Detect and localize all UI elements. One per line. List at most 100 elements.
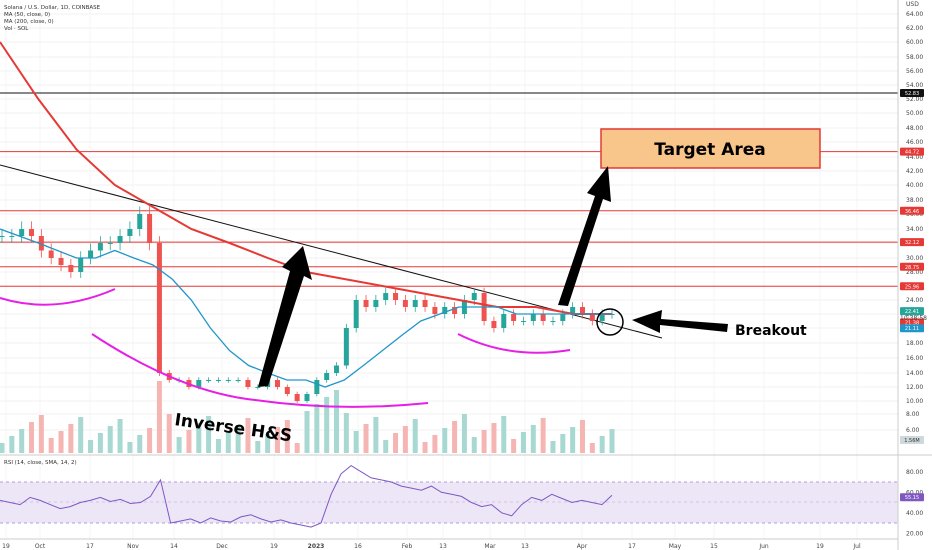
price-tick: 10.00 [906,398,923,405]
currency-label: USD [906,1,919,8]
volume-bar [314,404,320,453]
volume-bar [393,433,399,453]
volume-bar [0,443,5,453]
candle-body [383,293,389,300]
legend-ma50: MA (50, close, 0) [4,12,50,18]
price-tick: 14.00 [906,370,923,377]
legend-rsi: RSI (14, close, SMA, 14, 2) [4,460,77,466]
rsi-band [0,482,898,523]
price-badge-label: 21.38 [905,320,919,326]
volume-bar [550,441,556,453]
volume-bar [511,439,517,453]
candle-body [491,321,497,328]
candle-body [284,387,290,394]
rsi-tick: 40.00 [906,510,923,517]
volume-bar [304,411,310,453]
volume-bar [402,426,408,453]
time-tick: 19 [2,543,10,550]
volume-bar [501,416,507,453]
volume-bar [530,425,536,453]
price-tick: 60.00 [906,39,923,46]
candle-body [422,300,428,307]
price-tick: 18.00 [906,340,923,347]
time-tick: 2023 [308,543,325,550]
time-axis[interactable]: 19 Oct 17 Nov 14 Dec 19 2023 16 Feb 13 Mar 13 Apr 17 Ma… [2,543,861,550]
volume-bar [215,439,221,453]
legend-ma200: MA (200, close, 0) [4,19,54,25]
time-tick: Mar [484,543,496,550]
volume-bar [225,432,231,453]
breakout-label: Breakout [735,323,807,339]
volume-bar [412,419,418,453]
price-badge [900,238,924,247]
volume-bar [442,428,448,453]
volume-bar [29,422,35,453]
candle-body [235,380,241,381]
volume-bar [589,443,595,453]
head-curve [91,333,429,408]
candle-body [501,314,507,328]
candle-body [78,258,84,272]
candle-body [343,328,349,366]
time-tick: Apr [577,543,588,550]
candle-body [442,307,448,314]
volume-bar [245,418,251,453]
candle-body [579,307,585,314]
time-tick: 19 [270,543,278,550]
candle-body [402,300,408,307]
candle-body [589,314,595,321]
volume-bar [78,417,84,453]
price-tick: 54.00 [906,82,923,89]
candle-body [520,321,526,322]
rsi-tick: 60.00 [906,489,923,496]
volume-bar [343,413,349,453]
volume-bar [137,435,143,453]
volume-bar [294,443,300,453]
time-tick: Feb [402,543,413,550]
volume-bar [432,435,438,453]
price-tick: 12.00 [906,384,923,391]
time-tick: Oct [35,543,46,550]
price-tick: 24.00 [906,297,923,304]
candle-body [206,380,212,381]
volume-bar [363,424,369,453]
candle-body [294,394,300,401]
price-tick: 34.00 [906,226,923,233]
price-tick: 46.00 [906,139,923,146]
time-tick: Nov [127,543,139,550]
volume-bars [0,381,615,453]
volume-bar [127,442,133,453]
candle-body [530,314,536,321]
volume-bar [265,434,271,453]
candle-body [334,365,340,373]
price-badge-label: 44.72 [905,150,919,156]
time-tick: 14 [170,543,178,550]
volume-bar [58,431,64,453]
time-tick: 16 [354,543,362,550]
candle-body [245,380,251,387]
candle-body [137,214,143,229]
time-tick: Jul [852,543,861,550]
price-badge-label: 36.46 [905,209,919,215]
candle-body [255,387,261,388]
volume-bar [324,397,330,453]
volume-bar [520,432,526,453]
volume-bar [481,430,487,453]
target-area-box [600,128,821,169]
volume-bar [48,438,54,453]
volume-bar [88,440,94,453]
rsi-axis[interactable]: 20.00 40.00 60.00 80.00 [906,469,923,538]
candle-body [393,293,399,300]
candle-body [225,380,231,381]
volume-bar [579,420,585,453]
price-tick: 48.00 [906,125,923,132]
candle-body [88,250,94,258]
price-badge [900,307,924,316]
price-badges: 52.83 44.72 36.46 32.12 28.75 25.96 22.41 21.38… [900,89,927,502]
countdown-label: 10:38:58 [900,315,927,322]
price-tick: 30.00 [906,255,923,262]
candle-body [9,236,15,237]
time-tick: 17 [628,543,636,550]
volume-bar [206,416,212,453]
